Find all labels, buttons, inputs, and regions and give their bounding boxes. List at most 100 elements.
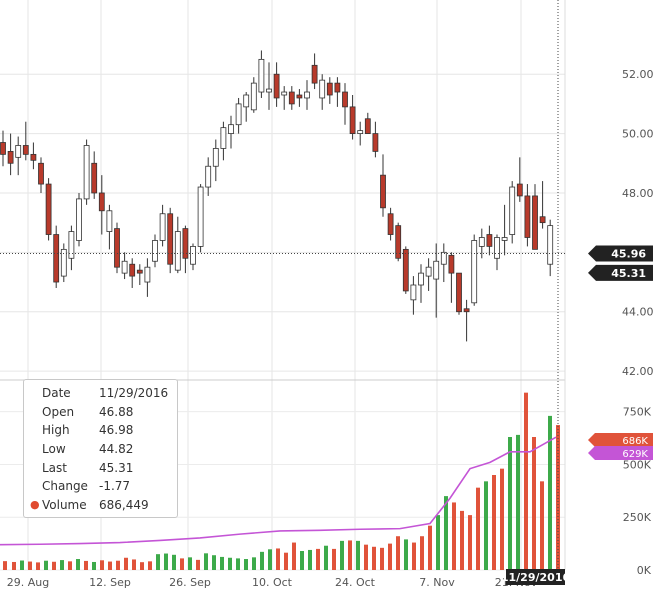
candle-body (433, 260, 440, 280)
volume-bar (428, 525, 432, 570)
candle-body (152, 240, 158, 262)
volume-bar (260, 551, 264, 570)
volume-bar (244, 559, 248, 570)
volume-bar (316, 548, 320, 570)
candle-body (425, 266, 432, 277)
volume-bar (324, 545, 328, 570)
grid-lines (0, 0, 566, 571)
price-tick-label: 42.00 (622, 365, 653, 378)
volume-bar (364, 544, 368, 570)
candle-body (235, 103, 242, 126)
candle-body (228, 124, 234, 134)
volume-bar (388, 543, 392, 570)
candle-body (288, 91, 295, 105)
candle-body (0, 142, 6, 155)
candle-body (304, 91, 310, 99)
candle-body (524, 195, 531, 238)
candle-body (60, 248, 67, 277)
candle-body (38, 162, 44, 185)
volume-bar (188, 557, 192, 570)
volume-bar (52, 561, 56, 570)
date-tick-label: 26. Sep (169, 576, 211, 589)
candle-body (509, 186, 516, 235)
volume-bar (412, 542, 416, 570)
data-tooltip: Date 11/29/2016 Open 46.88 High 46.98 Lo… (23, 379, 178, 518)
date-tick-label: 24. Oct (335, 576, 376, 589)
volume-average-line (0, 436, 557, 546)
volume-bar (44, 560, 48, 570)
volume-bar (396, 536, 400, 570)
crosshair-date-label: 11/29/2016 (501, 571, 571, 584)
volume-bar (348, 540, 352, 570)
candle-body (463, 308, 470, 313)
candle-body (387, 213, 394, 235)
volume-bar (20, 560, 24, 570)
volume-tag-shape (588, 433, 653, 447)
candle-body (273, 73, 280, 99)
date-tick-label: 12. Sep (89, 576, 131, 589)
candle-body (456, 272, 462, 313)
volume-bar (268, 549, 272, 570)
date-axis: 29. Aug 12. Sep 26. Sep 10. Oct 24. Oct 7. No… (7, 576, 538, 589)
candle-body (45, 183, 52, 235)
candle-body (494, 237, 500, 259)
candle-body (380, 174, 386, 209)
tooltip-value: 686,449 (99, 497, 149, 512)
candle-body (266, 88, 272, 93)
candle-body (440, 251, 447, 265)
volume-bar (228, 557, 232, 570)
volume-bar (84, 560, 88, 570)
candle-body (296, 94, 303, 99)
volume-tick-label: 0K (637, 564, 652, 577)
candle-body (30, 153, 37, 161)
price-tick-label: 48.00 (622, 187, 653, 200)
volume-bar (460, 510, 464, 570)
candle-body (364, 118, 371, 134)
candle-body (174, 231, 181, 271)
volume-bar (212, 555, 216, 570)
volume-bar (372, 546, 376, 570)
volume-bar (164, 553, 168, 570)
candle-body (22, 145, 29, 155)
value-tags: 45.96 45.31 686K 629K 11/29/2016 (501, 245, 653, 585)
volume-bar (140, 562, 144, 570)
volume-bar (220, 556, 224, 570)
tooltip-value: -1.77 (99, 479, 131, 494)
candlesticks (0, 50, 554, 342)
candle-body (486, 234, 493, 247)
tooltip-label: Low (42, 442, 66, 457)
volume-bar (108, 561, 112, 570)
volume-tick-label: 250K (623, 511, 652, 524)
candle-body (547, 225, 554, 265)
volume-bar (28, 561, 32, 570)
date-tick-label: 7. Nov (419, 576, 455, 589)
candle-body (53, 234, 60, 283)
tooltip-label: Change (42, 479, 88, 494)
volume-bar (60, 560, 64, 570)
volume-bar (124, 557, 128, 570)
tooltip-label: Open (42, 404, 75, 419)
price-tag-label: 45.31 (611, 267, 646, 280)
candle-body (342, 91, 348, 108)
candle-body (205, 165, 212, 188)
tooltip-row-date: Date 11/29/2016 (24, 384, 177, 403)
price-tick-label: 52.00 (622, 68, 653, 81)
volume-bar (556, 425, 560, 570)
volume-bar (332, 548, 336, 570)
candle-body (334, 82, 341, 93)
tooltip-row-high: High 46.98 (24, 421, 177, 440)
volume-bar (276, 548, 280, 570)
volume-bar (68, 561, 72, 570)
candle-body (516, 183, 523, 197)
candle-body (258, 58, 265, 93)
candle-body (418, 272, 424, 286)
volume-bar (100, 560, 104, 570)
volume-bar (516, 434, 520, 570)
volume-bar (116, 560, 120, 570)
candle-body (372, 133, 379, 152)
crosshair (0, 0, 565, 570)
candle-body (532, 195, 538, 250)
volume-bar (284, 552, 288, 570)
